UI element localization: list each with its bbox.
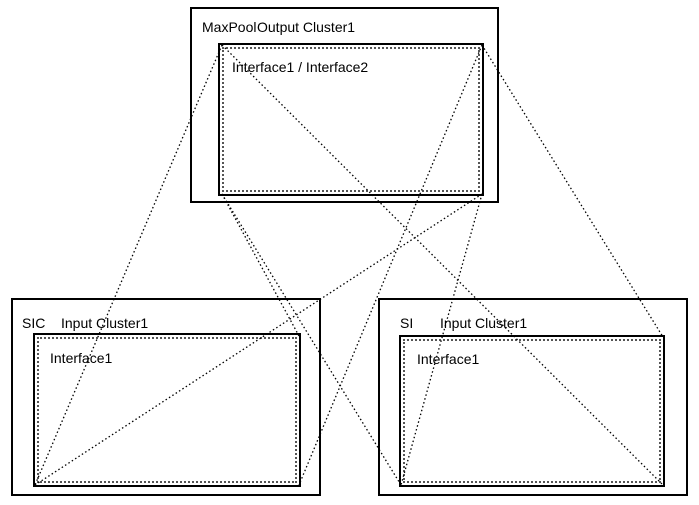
- output-interface-label: Interface1 / Interface2: [232, 59, 369, 75]
- projection-line: [481, 44, 664, 338]
- right-operation-label: SI: [400, 315, 414, 331]
- right-interface-label: Interface1: [417, 351, 480, 367]
- output-cluster-label: Output Cluster1: [257, 19, 356, 35]
- left-cluster-label: Input Cluster1: [61, 315, 149, 331]
- left-operation-label: SIC: [22, 315, 46, 331]
- right-cluster-label: Input Cluster1: [440, 315, 528, 331]
- left-interface-label: Interface1: [50, 350, 113, 366]
- output-operation-label: MaxPool: [202, 19, 257, 35]
